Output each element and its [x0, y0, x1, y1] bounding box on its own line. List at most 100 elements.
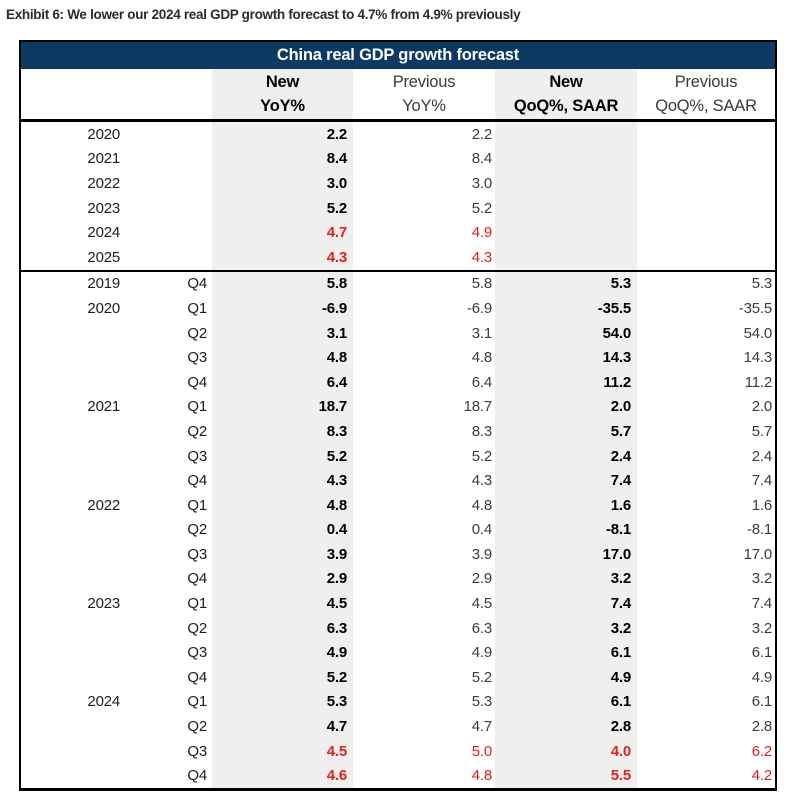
table-row: Q2 4.7 4.7 2.8 2.8	[21, 714, 775, 739]
table-title-bar: China real GDP growth forecast	[21, 42, 775, 69]
new-yoy-value: 8.4	[212, 146, 353, 172]
prev-yoy-value: 2.9	[471, 570, 492, 588]
new-qoq-value: 5.5	[495, 763, 637, 789]
annual-rows-section: 2020 2.2 2.2 2021 8.4 8.4 2022 3.0 3.0 2023 5.2 5.2…	[21, 122, 775, 272]
new-yoy-value: 4.8	[212, 345, 353, 370]
new-yoy-header-line1: New	[265, 73, 300, 91]
quarter-label: Q1	[187, 398, 207, 416]
new-qoq-value: 14.3	[495, 345, 637, 370]
table-row: Q4 2.9 2.9 3.2 3.2	[21, 566, 775, 592]
prev-yoy-value: 6.4	[471, 373, 492, 391]
prev-qoq-column-header: Previous QoQ%, SAAR	[637, 69, 775, 119]
year-label: 2022	[87, 174, 120, 192]
prev-qoq-value: 3.2	[751, 619, 772, 637]
prev-yoy-value: 4.8	[471, 349, 492, 367]
quarter-label	[133, 171, 212, 196]
year-label	[21, 419, 133, 444]
table-row: Q4 6.4 6.4 11.2 11.2	[21, 369, 775, 395]
year-label: 2021	[87, 150, 120, 168]
year-column-header	[21, 69, 133, 119]
quarter-label: Q1	[187, 299, 207, 317]
quarter-label: Q4	[187, 668, 207, 686]
new-qoq-value: 6.1	[495, 689, 637, 715]
prev-qoq-value: 6.1	[751, 693, 772, 711]
table-row: Q4 4.6 4.8 5.5 4.2	[21, 763, 775, 789]
year-label	[21, 468, 133, 493]
quarter-label: Q1	[187, 693, 207, 711]
table-row: Q3 4.8 4.8 14.3 14.3	[21, 345, 775, 370]
prev-qoq-value: 2.4	[751, 447, 772, 465]
new-qoq-value: 4.0	[495, 738, 637, 764]
quarter-label	[133, 196, 212, 221]
prev-qoq-value: 4.2	[751, 767, 772, 785]
year-label	[21, 542, 133, 567]
quarter-label: Q1	[187, 595, 207, 613]
quarter-label: Q4	[187, 767, 207, 785]
table-row: 2025 4.3 4.3	[21, 244, 775, 270]
prev-qoq-header-line2: QoQ%, SAAR	[655, 97, 757, 115]
new-yoy-value: -6.9	[212, 296, 353, 321]
prev-yoy-value: 5.2	[471, 447, 492, 465]
new-qoq-value: 17.0	[495, 542, 637, 567]
prev-yoy-value: 4.9	[471, 644, 492, 662]
prev-qoq-value: 7.4	[751, 472, 772, 490]
year-label	[21, 321, 133, 346]
new-yoy-value: 4.5	[212, 738, 353, 764]
year-label: 2020	[87, 125, 120, 143]
prev-qoq-value: 17.0	[743, 545, 773, 563]
prev-qoq-value: 54.0	[743, 324, 773, 342]
column-header-row: New YoY% Previous YoY% New QoQ%, SAAR Pr…	[21, 69, 775, 122]
year-label	[21, 763, 133, 788]
new-yoy-value: 4.9	[212, 640, 353, 666]
prev-qoq-value	[637, 220, 775, 245]
prev-yoy-value: 3.9	[471, 545, 492, 563]
table-row: 2023 Q1 4.5 4.5 7.4 7.4	[21, 591, 775, 616]
prev-qoq-value: -8.1	[746, 521, 772, 539]
prev-yoy-value: 4.8	[471, 496, 492, 514]
new-qoq-value: -35.5	[495, 296, 637, 321]
new-yoy-value: 18.7	[212, 394, 353, 420]
new-qoq-value: 1.6	[495, 492, 637, 518]
quarter-label: Q2	[187, 324, 207, 342]
year-label: 2019	[87, 275, 120, 293]
prev-qoq-value: 7.4	[751, 595, 772, 613]
new-qoq-value: 3.2	[495, 615, 637, 641]
new-yoy-value: 4.5	[212, 591, 353, 616]
table-row: 2019 Q4 5.8 5.8 5.3 5.3	[21, 271, 775, 297]
new-yoy-value: 4.7	[212, 714, 353, 739]
new-yoy-value: 0.4	[212, 517, 353, 543]
new-qoq-value	[495, 146, 637, 172]
new-qoq-value	[495, 220, 637, 245]
prev-yoy-value: 3.0	[471, 174, 492, 192]
prev-yoy-value: 5.8	[471, 275, 492, 293]
new-qoq-value	[495, 171, 637, 196]
prev-qoq-value	[637, 196, 775, 221]
prev-qoq-value: 6.2	[751, 742, 772, 760]
new-qoq-value: 54.0	[495, 320, 637, 346]
year-label: 2023	[87, 595, 120, 613]
new-qoq-value: 4.9	[495, 665, 637, 690]
new-qoq-value: 5.3	[495, 271, 637, 297]
new-qoq-value: 6.1	[495, 640, 637, 666]
prev-yoy-value: 8.3	[471, 422, 492, 440]
year-label	[21, 518, 133, 543]
year-label: 2025	[87, 248, 120, 266]
new-qoq-value: -8.1	[495, 517, 637, 543]
new-yoy-value: 5.8	[212, 271, 353, 297]
year-label	[21, 714, 133, 739]
table-row: 2024 4.7 4.9	[21, 220, 775, 245]
quarter-column-header	[133, 69, 212, 119]
new-qoq-value: 2.0	[495, 394, 637, 420]
quarter-label: Q3	[187, 349, 207, 367]
new-qoq-header-line1: New	[549, 73, 583, 91]
prev-qoq-value: 5.7	[751, 422, 772, 440]
quarter-label: Q2	[187, 619, 207, 637]
new-yoy-value: 8.3	[212, 419, 353, 444]
prev-qoq-value: 4.9	[751, 668, 772, 686]
gdp-forecast-table: China real GDP growth forecast New YoY% …	[19, 40, 777, 792]
table-row: 2021 8.4 8.4	[21, 146, 775, 172]
new-yoy-value: 4.3	[212, 468, 353, 493]
prev-qoq-value: 1.6	[751, 496, 772, 514]
year-label	[21, 567, 133, 592]
prev-qoq-value: 5.3	[751, 275, 772, 293]
